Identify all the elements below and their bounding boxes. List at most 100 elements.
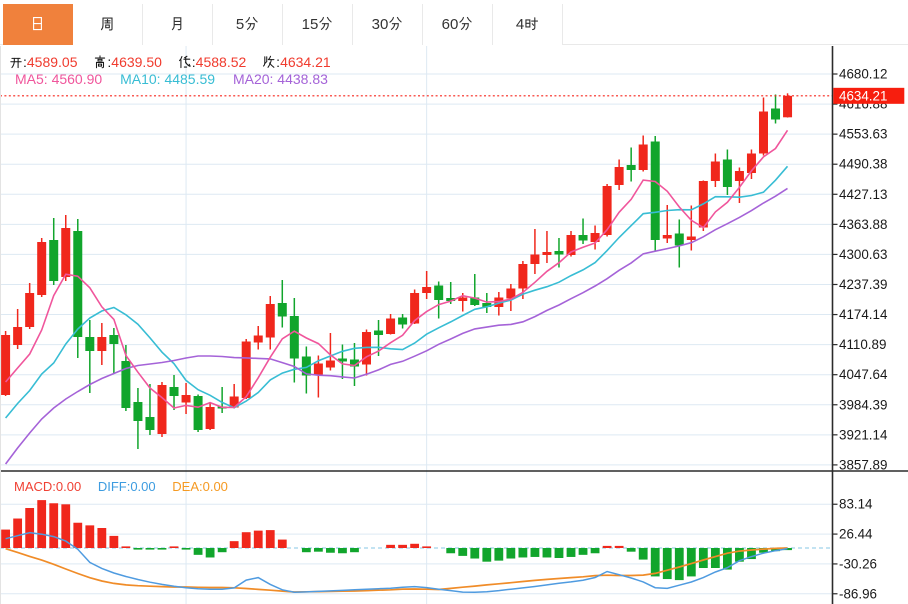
macd-bar	[85, 525, 95, 548]
price-axis-label: 4110.89	[839, 337, 886, 352]
tab-5min[interactable]: 5	[213, 4, 283, 45]
high-legend: :4639.50	[93, 54, 162, 70]
tab-60min[interactable]: 60	[423, 4, 493, 45]
tab-4h[interactable]: 4	[493, 4, 563, 45]
price-axis-label: 3857.89	[839, 457, 887, 472]
candle-body	[422, 287, 432, 293]
open-legend: :4589.05	[9, 54, 78, 70]
candle-body	[374, 330, 384, 335]
close-legend: :4634.21	[262, 54, 331, 70]
macd-bar	[109, 535, 119, 548]
candle-body	[626, 164, 636, 171]
macd-bar	[265, 530, 275, 548]
diff-value-legend: DIFF:0.00	[98, 479, 156, 494]
ma20-label: MA20:	[232, 71, 274, 87]
candle-body	[722, 159, 732, 188]
price-axis-labels: 4680.124616.884553.634490.384427.134363.…	[832, 67, 888, 601]
ohlc-legend: :4589.05 :4639.50 :4588.52 :4634.21	[9, 54, 331, 70]
candle-body	[157, 385, 167, 434]
macd-bar	[674, 548, 684, 581]
candle-body	[241, 341, 251, 399]
last-price-tag-text: 4634.21	[839, 88, 887, 103]
candle-body	[506, 288, 516, 299]
macd-bar	[759, 548, 768, 553]
hanzi-glyph	[525, 17, 539, 31]
macd-bar	[710, 548, 720, 568]
candle-body	[783, 95, 793, 118]
tab-15min[interactable]: 15	[283, 4, 353, 45]
macd-bar	[747, 548, 756, 560]
macd-bar	[542, 548, 552, 558]
diff-line	[5, 531, 788, 594]
hanzi-glyph	[178, 55, 191, 69]
macd-bar	[277, 539, 287, 548]
macd-bar	[482, 548, 492, 562]
dea-value: 0.00	[202, 479, 228, 494]
macd-bar	[554, 548, 564, 558]
macd-legend: MACD:0.00 DIFF:0.00 DEA:0.00	[14, 479, 228, 494]
chart-canvas[interactable]: 4680.124616.884553.634490.384427.134363.…	[0, 46, 908, 604]
candle-body	[362, 331, 371, 365]
candles	[1, 93, 793, 449]
candle-body	[758, 111, 768, 154]
macd-bar	[313, 548, 323, 552]
macd-bar	[157, 548, 167, 550]
candle-body	[301, 356, 311, 376]
tab-week[interactable]	[73, 4, 143, 45]
candle-body	[710, 161, 720, 182]
hanzi-glyph	[459, 16, 472, 31]
tab-30min[interactable]: 30	[353, 4, 423, 45]
hanzi-glyph	[319, 16, 332, 31]
low-value: 4588.52	[195, 54, 247, 70]
candle-body	[470, 297, 480, 305]
candle-body	[554, 251, 564, 255]
tab-month[interactable]	[143, 4, 213, 45]
price-axis-label: 4047.64	[839, 367, 888, 382]
ma5-value: 4560.90	[51, 71, 103, 87]
price-axis-label: 3921.14	[839, 427, 888, 442]
macd-bar	[73, 522, 83, 548]
macd-histogram	[1, 500, 792, 581]
macd-label: MACD:	[14, 479, 56, 494]
macd-bar	[229, 541, 239, 548]
tab-day[interactable]	[3, 4, 73, 45]
candle-body	[49, 240, 59, 282]
candle-body	[25, 292, 35, 328]
low-label: :	[178, 54, 196, 70]
candle-body	[1, 334, 11, 396]
ma10-label: MA10:	[120, 71, 161, 87]
ma10-legend: MA10: 4485.59	[120, 71, 215, 87]
candle-body	[542, 252, 552, 255]
macd-bar	[49, 503, 59, 548]
macd-bar	[686, 548, 696, 577]
macd-bar	[37, 500, 47, 548]
macd-bar	[626, 548, 636, 552]
macd-bar	[771, 548, 780, 552]
candle-body	[614, 167, 624, 185]
macd-bar	[735, 548, 744, 562]
candle-body	[37, 242, 47, 296]
ma5-legend: MA5: 4560.90	[15, 71, 102, 87]
candle-body	[482, 302, 492, 308]
diff-value: 0.00	[130, 479, 156, 494]
candle-body	[530, 254, 540, 264]
ma-legend: MA5: 4560.90 MA10: 4485.59 MA20: 4438.83	[15, 71, 328, 87]
candle-body	[434, 285, 444, 300]
macd-bar	[458, 548, 468, 556]
hanzi-glyph	[33, 16, 42, 31]
price-axis-label: 4174.14	[839, 307, 888, 322]
candle-body	[181, 395, 191, 403]
candle-body	[578, 234, 588, 241]
ma10-value: 4485.59	[164, 71, 216, 87]
candle-body	[133, 401, 143, 422]
macd-bar	[638, 548, 648, 560]
ma20-legend: MA20: 4438.83	[233, 71, 328, 87]
price-axis-label: 4427.13	[839, 187, 887, 202]
last-price-tag	[833, 87, 905, 104]
hanzi-glyph	[10, 57, 22, 69]
macd-bar	[338, 548, 347, 554]
macd-bar	[145, 548, 155, 550]
macd-bar	[590, 548, 600, 554]
candle-body	[289, 316, 299, 359]
price-axis-label: 4490.38	[839, 157, 887, 172]
